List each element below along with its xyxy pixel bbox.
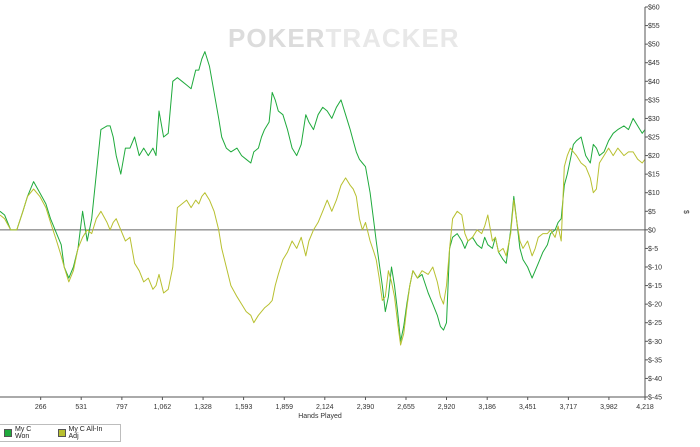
y-tick-label: $0	[648, 227, 656, 234]
legend-label: My C Won	[15, 426, 32, 440]
y-tick-label: $-40	[648, 376, 662, 383]
y-tick-label: $25	[648, 135, 660, 142]
y-tick-label: $30	[648, 116, 660, 123]
series-line-2	[0, 147, 646, 346]
y-tick-label: $-20	[648, 302, 662, 309]
x-axis-title: Hands Played	[298, 413, 342, 420]
y-tick-label: $20	[648, 153, 660, 160]
y-tick-label: $45	[648, 60, 660, 67]
legend-item-1[interactable]: My C Won	[4, 426, 48, 440]
legend: My C Won My C All-In Adj	[0, 424, 121, 442]
series-line-1	[0, 51, 646, 342]
x-tick-label: 266	[35, 404, 47, 411]
y-tick-label: $10	[648, 190, 660, 197]
x-tick-label: 1,062	[154, 404, 172, 411]
x-tick-label: 797	[116, 404, 128, 411]
x-tick-label: 1,859	[276, 404, 294, 411]
y-tick-label: $15	[648, 172, 660, 179]
y-tick-label: $-15	[648, 283, 662, 290]
y-tick-label: $5	[648, 209, 656, 216]
x-tick-label: 4,218	[636, 404, 654, 411]
x-tick-label: 1,328	[194, 404, 212, 411]
x-tick-label: 2,655	[397, 404, 415, 411]
x-tick-label: 3,982	[600, 404, 618, 411]
watermark: POKERTRACKER	[228, 23, 460, 53]
y-tick-label: $-45	[648, 395, 662, 402]
x-tick-label: 1,593	[235, 404, 253, 411]
legend-item-2[interactable]: My C All-In Adj	[57, 426, 114, 440]
y-tick-label: $60	[648, 5, 660, 12]
y-tick-label: $50	[648, 42, 660, 49]
x-tick-label: 2,920	[438, 404, 456, 411]
y-tick-label: $-35	[648, 357, 662, 364]
y-tick-label: $-5	[648, 246, 658, 253]
x-tick-label: 3,451	[519, 404, 537, 411]
watermark-right: TRACKER	[325, 23, 459, 53]
y-tick-label: $-10	[648, 265, 662, 272]
y-tick-label: $55	[648, 23, 660, 30]
x-tick-label: 3,717	[560, 404, 578, 411]
y-axis-title: $	[682, 210, 689, 214]
legend-swatch	[57, 429, 66, 437]
watermark-left: POKER	[228, 23, 325, 53]
legend-swatch	[4, 429, 12, 437]
x-tick-label: 531	[75, 404, 87, 411]
x-tick-label: 2,390	[357, 404, 375, 411]
y-tick-label: $40	[648, 79, 660, 86]
y-tick-label: $35	[648, 97, 660, 104]
y-tick-label: $-30	[648, 339, 662, 346]
legend-label: My C All-In Adj	[68, 426, 103, 440]
x-tick-label: 3,186	[478, 404, 496, 411]
y-tick-label: $-25	[648, 320, 662, 327]
x-tick-label: 2,124	[316, 404, 334, 411]
